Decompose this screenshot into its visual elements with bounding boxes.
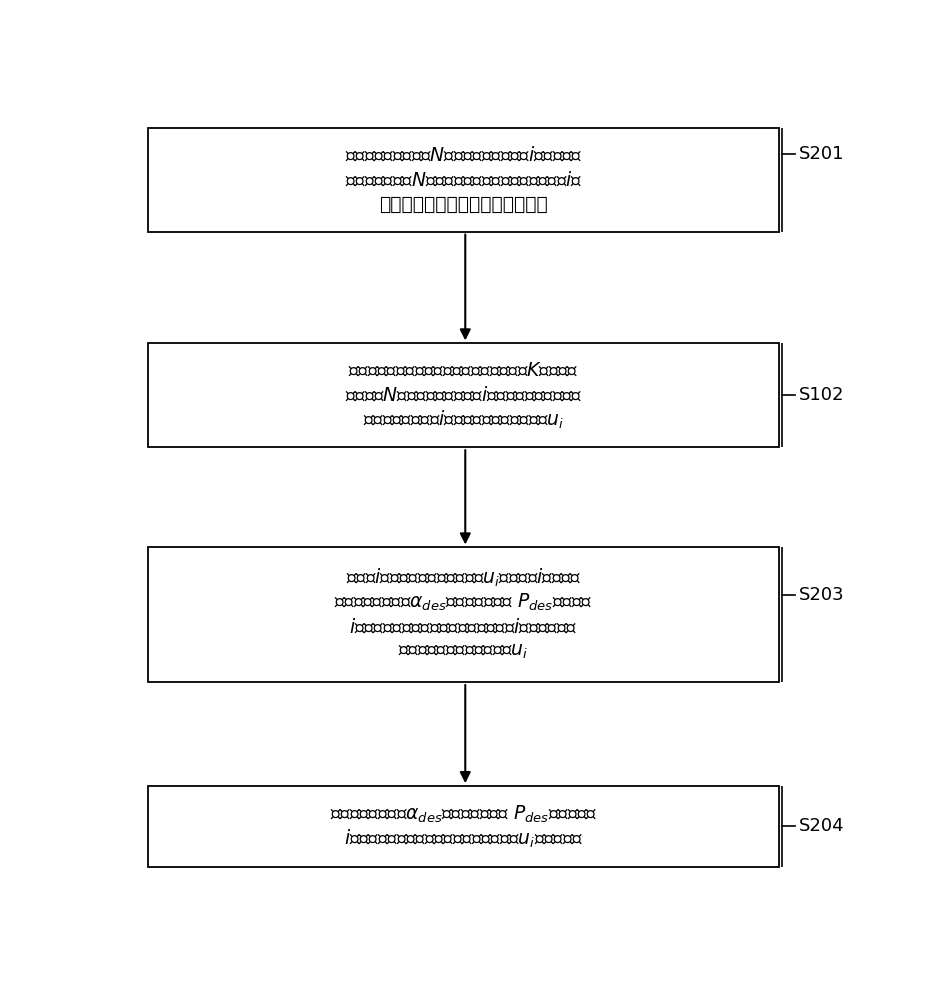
Text: S201: S201	[799, 145, 844, 163]
Bar	[148, 343, 779, 447]
Text: 根据第$i$个成员车辆的期望加速度$u_i$，求取第$i$个成员车: 根据第$i$个成员车辆的期望加速度$u_i$，求取第$i$个成员车	[345, 567, 581, 589]
Text: 下层控制器输出第$i$个成员车辆的期望加速度$u_i$: 下层控制器输出第$i$个成员车辆的期望加速度$u_i$	[363, 409, 564, 431]
Text: S203: S203	[799, 586, 844, 604]
Text: 成员车辆之外的其他所有成员车辆: 成员车辆之外的其他所有成员车辆	[379, 195, 548, 214]
Bar	[148, 547, 779, 682]
Text: $i$个成员车辆的实际加速度达到期望加速度$u_i$时的状态量: $i$个成员车辆的实际加速度达到期望加速度$u_i$时的状态量	[344, 828, 583, 850]
Text: 根据匀质车辆队列的车辆分布式控制器增益$K$和匀质车: 根据匀质车辆队列的车辆分布式控制器增益$K$和匀质车	[348, 361, 579, 380]
Text: 实际加速度达到期望加速度$u_i$: 实际加速度达到期望加速度$u_i$	[398, 642, 529, 661]
Text: 根据期望油门开度$\alpha_{des}$和期望制动压力 $P_{des}$，输出使第: 根据期望油门开度$\alpha_{des}$和期望制动压力 $P_{des}$，…	[330, 804, 597, 825]
Text: S102: S102	[799, 386, 844, 404]
Bar	[148, 128, 779, 232]
Text: $i$个成员车辆的下层动力学模块，以使第$i$个成员车辆的: $i$个成员车辆的下层动力学模块，以使第$i$个成员车辆的	[349, 618, 577, 637]
Text: 的信息，其中，$N$个成员车辆是匀质车辆队列中除第$i$个: 的信息，其中，$N$个成员车辆是匀质车辆队列中除第$i$个	[344, 170, 582, 189]
Text: 接收匀质车辆队列中$N$个成员车辆交互至第$i$个成员车辆: 接收匀质车辆队列中$N$个成员车辆交互至第$i$个成员车辆	[344, 146, 582, 165]
Text: 辆队列中$N$个成员车辆交互至第$i$个成员车辆的信息，向: 辆队列中$N$个成员车辆交互至第$i$个成员车辆的信息，向	[344, 386, 582, 405]
Text: 辆的期望油门开度$\alpha_{des}$和期望制动压力 $P_{des}$并输出给: 辆的期望油门开度$\alpha_{des}$和期望制动压力 $P_{des}$并…	[335, 592, 592, 613]
Bar	[148, 786, 779, 867]
Text: S204: S204	[799, 817, 844, 835]
